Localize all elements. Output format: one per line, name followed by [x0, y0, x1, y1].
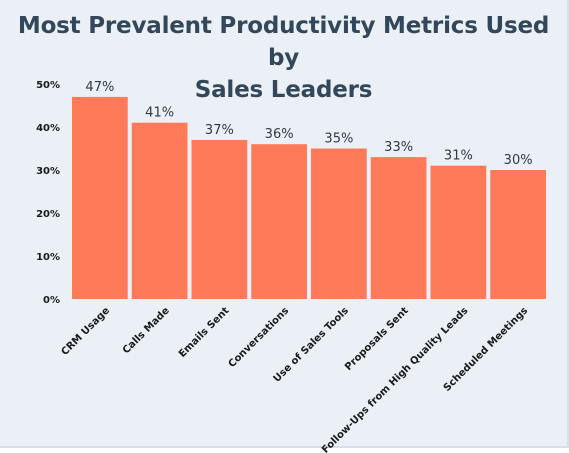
- bar: [311, 149, 367, 300]
- data-label: 35%: [324, 132, 353, 147]
- data-label: 41%: [145, 106, 174, 121]
- data-label: 36%: [265, 127, 294, 142]
- x-tick-label: Emails Sent: [177, 305, 232, 360]
- y-tick-label: 50%: [36, 80, 60, 91]
- data-label: 33%: [384, 140, 413, 155]
- y-tick-label: 10%: [36, 252, 60, 263]
- data-label: 30%: [504, 153, 533, 168]
- data-label: 47%: [85, 80, 114, 95]
- y-tick-label: 40%: [36, 123, 60, 134]
- bar: [371, 157, 427, 299]
- y-tick-label: 0%: [43, 295, 60, 306]
- x-tick-label: Proposals Sent: [343, 305, 411, 373]
- data-label: 31%: [444, 149, 473, 164]
- bar: [251, 144, 307, 299]
- bar: [431, 166, 487, 299]
- y-tick-label: 20%: [36, 209, 60, 220]
- bar: [132, 123, 188, 299]
- x-tick-label: CRM Usage: [60, 305, 113, 358]
- bar: [490, 170, 546, 299]
- x-tick-label: Calls Made: [121, 305, 172, 356]
- bar: [72, 97, 128, 299]
- y-tick-label: 30%: [36, 166, 60, 177]
- bar: [192, 140, 248, 299]
- data-label: 37%: [205, 123, 234, 138]
- x-tick-label: Conversations: [227, 305, 292, 370]
